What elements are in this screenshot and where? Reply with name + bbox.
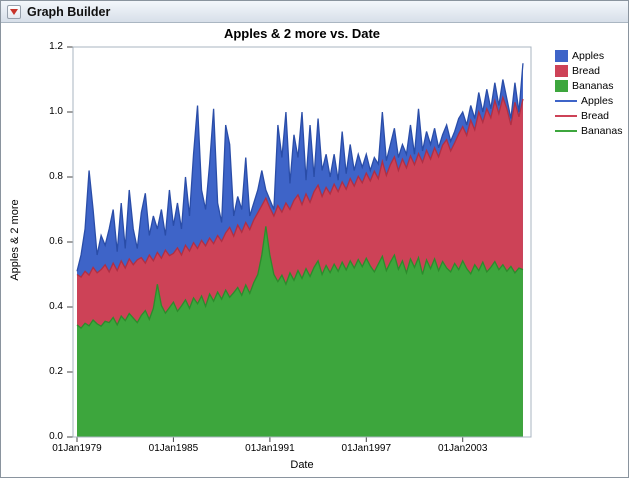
legend-item-area-apples[interactable]: Apples (555, 49, 622, 63)
line-apples (76, 63, 524, 272)
red-triangle-icon (10, 8, 18, 15)
window-title: Graph Builder (27, 4, 111, 19)
outline-header: Graph Builder (1, 1, 628, 23)
x-tick-label: 01Jan1991 (245, 443, 295, 454)
area-swatch-icon (555, 80, 568, 92)
y-axis-label[interactable]: Apples & 2 more (9, 199, 21, 281)
area-swatch-icon (555, 65, 568, 77)
line-swatch-icon (555, 100, 577, 102)
x-tick-label: 01Jan1979 (52, 443, 102, 454)
y-tick-label: 1.2 (49, 41, 63, 52)
x-tick-label: 01Jan1997 (341, 443, 392, 454)
chart-title: Apples & 2 more vs. Date (223, 26, 381, 41)
legend-item-line-bananas[interactable]: Bananas (555, 124, 622, 138)
disclosure-button[interactable] (7, 4, 21, 19)
x-tick-label: 01Jan2003 (437, 443, 488, 454)
area-bananas[interactable] (77, 226, 523, 437)
legend-label: Bread (581, 110, 610, 122)
line-swatch-icon (555, 130, 577, 132)
legend-item-line-apples[interactable]: Apples (555, 94, 622, 108)
legend-label: Apples (581, 95, 614, 107)
line-bread (76, 95, 524, 278)
x-axis-label[interactable]: Date (290, 459, 314, 471)
legend-item-line-bread[interactable]: Bread (555, 109, 622, 123)
area-swatch-icon (555, 50, 568, 62)
legend: Apples Bread Bananas Apples Bread Bananas (555, 49, 622, 139)
legend-item-area-bread[interactable]: Bread (555, 64, 622, 78)
line-swatch-icon (555, 115, 577, 117)
plot-border (72, 46, 532, 438)
y-tick-label: 0.0 (49, 431, 63, 442)
y-tick-label: 0.6 (49, 236, 63, 247)
legend-label: Bananas (572, 80, 614, 92)
chart-area: Apples & 2 more vs. Date Apples & 2 more… (1, 23, 628, 477)
legend-label: Apples (572, 50, 605, 62)
y-tick-label: 1.0 (49, 106, 63, 117)
legend-label: Bread (572, 65, 601, 77)
x-tick-label: 01Jan1985 (148, 443, 199, 454)
y-tick-label: 0.8 (49, 171, 63, 182)
y-tick-label: 0.2 (49, 366, 63, 377)
legend-label: Bananas (581, 125, 623, 137)
line-bananas (76, 226, 524, 330)
plot-canvas[interactable] (1, 23, 629, 477)
legend-item-area-bananas[interactable]: Bananas (555, 79, 622, 93)
y-tick-label: 0.4 (49, 301, 63, 312)
